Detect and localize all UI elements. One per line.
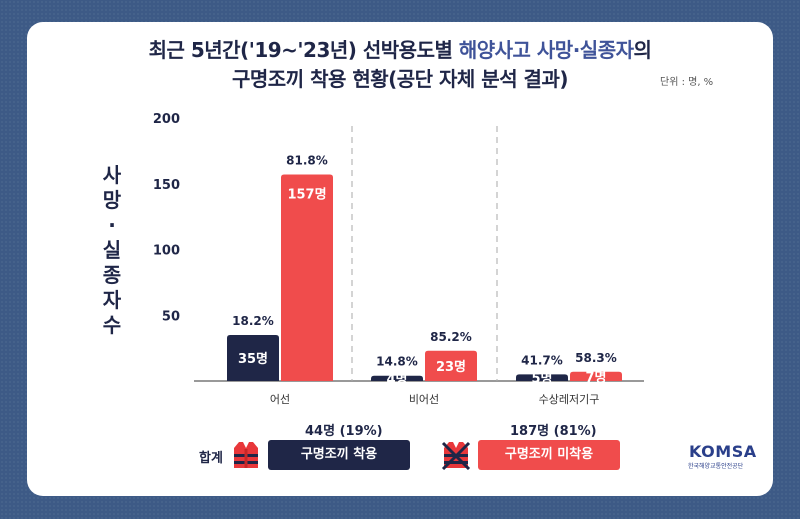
chart-title-line1: 최근 5년간('19~'23년) 선박용도별 해양사고 사망·실종자의 <box>0 34 800 63</box>
life-vest-crossed-icon <box>441 441 471 470</box>
bar-not-worn <box>425 350 477 381</box>
bar-value-label: 23명 <box>436 359 466 375</box>
bar-value-label: 35명 <box>238 351 268 367</box>
x-category-label: 비어선 <box>409 393 439 406</box>
bar-worn <box>227 334 279 381</box>
y-axis-label-char: 종 <box>102 263 122 287</box>
legend-worn-total: 44명 (19%) <box>305 424 383 439</box>
y-axis-label-char: 실 <box>102 238 122 262</box>
komsa-logo: KOMSA <box>689 442 757 461</box>
title-plain: 최근 5년간('19~'23년) 선박용도별 <box>148 38 459 62</box>
bar-percent-label: 58.3% <box>575 351 617 365</box>
content-card <box>27 22 773 496</box>
bar-percent-label: 81.8% <box>286 154 328 168</box>
life-vest-icon <box>234 442 258 468</box>
bar-value-label: 4명 <box>386 371 407 387</box>
legend-total-label: 합계 <box>199 451 223 466</box>
title-tail: 의 <box>633 38 652 62</box>
bar-percent-label: 85.2% <box>430 330 472 344</box>
bar-not-worn <box>570 371 622 381</box>
y-tick-label: 150 <box>153 178 180 193</box>
x-category-label: 수상레저기구 <box>539 393 600 406</box>
bar-value-label: 157명 <box>287 187 326 203</box>
x-category-label: 어선 <box>270 393 290 406</box>
chart-title-line2: 구명조끼 착용 현황(공단 자체 분석 결과) <box>232 67 569 91</box>
y-axis-label: 사 망 · 실 종 자 수 <box>98 163 126 338</box>
unit-label: 단위 : 명, % <box>660 77 714 88</box>
title-highlight: 해양사고 사망·실종자 <box>458 38 634 62</box>
bar-value-label: 5명 <box>531 371 552 387</box>
legend-not-worn-total: 187명 (81%) <box>510 424 597 439</box>
legend-worn-label: 구명조끼 착용 <box>268 440 410 470</box>
y-tick-label: 100 <box>153 244 180 259</box>
bar-worn <box>516 374 568 381</box>
y-axis-label-char: 수 <box>102 313 122 337</box>
y-axis-label-char: · <box>108 213 116 237</box>
y-tick-label: 50 <box>162 309 180 324</box>
bar-value-label: 7명 <box>585 369 606 385</box>
bar-worn <box>371 375 423 381</box>
bar-not-worn <box>281 174 333 381</box>
bar-percent-label: 14.8% <box>376 355 418 369</box>
bar-percent-label: 41.7% <box>521 353 563 367</box>
legend-not-worn-label: 구명조끼 미착용 <box>478 440 620 470</box>
bar-percent-label: 18.2% <box>232 314 274 328</box>
y-axis-label-char: 망 <box>102 188 122 212</box>
y-axis-label-char: 자 <box>102 288 122 312</box>
y-tick-label: 200 <box>153 112 180 127</box>
komsa-logo-subtitle: 한국해양교통안전공단 <box>688 463 744 470</box>
y-axis-label-char: 사 <box>102 163 122 187</box>
